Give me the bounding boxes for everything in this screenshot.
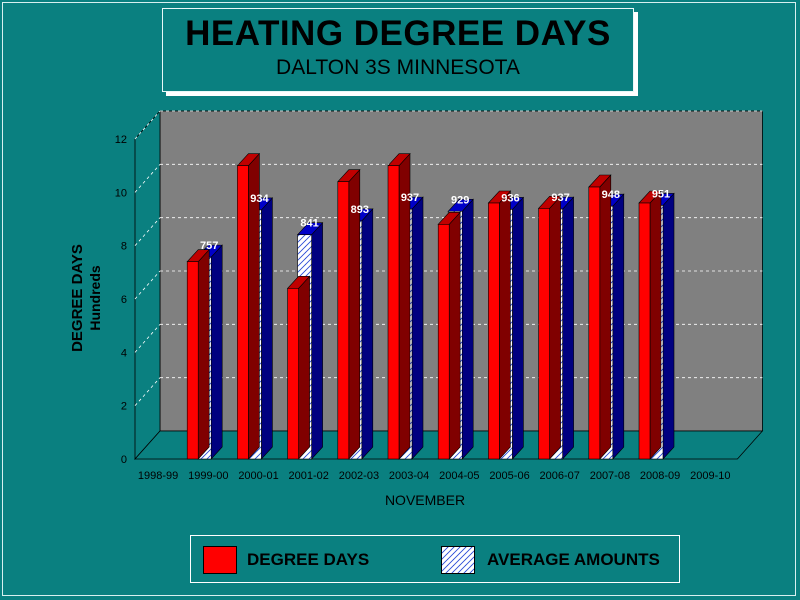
grid-line-side — [134, 270, 161, 300]
bar-degree-days-front — [186, 261, 199, 460]
y-tick-label: 4 — [121, 347, 127, 359]
x-tick-label: 2008-09 — [640, 470, 680, 482]
y-tick-label: 12 — [115, 134, 127, 146]
data-labels: 757 934 841 893 937 929 936 937 948 951 — [200, 188, 670, 252]
chart-subtitle: DALTON 3S MINNESOTA — [276, 56, 520, 79]
bar-degree-days-side — [649, 190, 662, 460]
y-tick-labels: 0 2 4 6 8 10 12 — [115, 134, 127, 466]
bar-degree-days-side — [499, 190, 511, 460]
y-tick-label: 6 — [121, 294, 127, 306]
bar-average-side — [210, 244, 223, 460]
x-tick-labels: 1998-99 1999-00 2000-01 2001-02 2002-03 2003-… — [138, 470, 731, 482]
legend-label-degree-days: DEGREE DAYS — [247, 550, 370, 569]
grid-line-side — [134, 164, 161, 193]
bar-degree-days-front — [237, 165, 249, 460]
x-tick-label: 1999-00 — [188, 470, 228, 482]
legend: DEGREE DAYS AVERAGE AMOUNTS — [190, 535, 680, 583]
bar-degree-days-front — [488, 202, 500, 460]
bar-degree-days — [487, 190, 512, 460]
grid-line-side — [134, 110, 161, 140]
x-tick-label: 2005-06 — [489, 470, 529, 482]
bar-degree-days — [387, 152, 411, 460]
data-label: 937 — [551, 192, 569, 204]
bar-degree-days-front — [337, 181, 350, 460]
x-tick-label: 1998-99 — [138, 470, 178, 482]
x-tick-label: 2001-02 — [289, 470, 329, 482]
data-label: 757 — [200, 240, 218, 252]
bar-degree-days-front — [588, 186, 601, 460]
title-box: HEATING DEGREE DAYS DALTON 3S MINNESOTA — [162, 8, 634, 92]
bars-layer — [186, 152, 675, 460]
bar-average-side — [662, 192, 675, 460]
x-tick-label: 2004-05 — [439, 470, 479, 482]
x-tick-label: 2003-04 — [389, 470, 429, 482]
data-label: 934 — [250, 193, 269, 205]
data-label: 948 — [602, 189, 620, 201]
chart-title: HEATING DEGREE DAYS — [185, 14, 611, 53]
bar-degree-days — [638, 190, 662, 460]
bar-degree-days — [437, 211, 461, 460]
bar-degree-days-side — [599, 174, 612, 460]
x-axis-label: NOVEMBER — [385, 492, 465, 508]
bar-degree-days — [588, 174, 612, 460]
data-label: 936 — [501, 192, 519, 204]
bar-degree-days — [186, 248, 210, 460]
data-label: 929 — [451, 194, 469, 206]
legend-swatch-average-amounts — [441, 546, 475, 574]
data-label: 893 — [351, 204, 369, 216]
bar-degree-days — [286, 275, 311, 460]
bar-average-side — [461, 198, 474, 460]
bar-average-side — [512, 196, 524, 460]
grid-line-side — [134, 217, 161, 246]
bar-degree-days — [236, 152, 261, 460]
y-tick-label: 2 — [121, 401, 127, 413]
data-label: 937 — [401, 192, 419, 204]
y-axis-unit-label: Hundreds — [87, 265, 103, 331]
data-label: 841 — [300, 218, 318, 230]
bar-degree-days — [337, 168, 361, 460]
bar-average-side — [612, 193, 625, 460]
y-tick-label: 10 — [115, 187, 127, 199]
bar-degree-days-side — [197, 248, 210, 460]
y-axis-label: DEGREE DAYS — [69, 244, 86, 352]
x-tick-label: 2000-01 — [238, 470, 278, 482]
bar-degree-days — [537, 195, 562, 460]
y-tick-label: 0 — [121, 454, 127, 466]
bar-average-side — [311, 221, 323, 460]
bar-average-side — [411, 196, 424, 460]
bar-degree-days-front — [287, 288, 299, 460]
bar-average-side — [361, 208, 374, 460]
bar-degree-days-side — [549, 195, 561, 460]
bar-average-side — [261, 197, 273, 460]
bar-degree-days-side — [448, 211, 461, 460]
bar-degree-days-side — [298, 275, 310, 460]
legend-swatch-degree-days — [203, 546, 237, 574]
y-tick-label: 8 — [121, 241, 127, 253]
bar-degree-days-front — [638, 202, 651, 460]
x-tick-label: 2006-07 — [540, 470, 580, 482]
grid-line-side — [134, 377, 161, 406]
data-label: 951 — [652, 188, 670, 200]
x-tick-label: 2002-03 — [339, 470, 379, 482]
x-tick-label: 2007-08 — [590, 470, 630, 482]
bar-degree-days-front — [387, 165, 400, 460]
grid-line-side — [134, 324, 161, 353]
bar-average-side — [562, 196, 574, 460]
legend-label-average-amounts: AVERAGE AMOUNTS — [487, 550, 660, 569]
bar-degree-days-front — [538, 208, 550, 460]
x-tick-label: 2009-10 — [690, 470, 730, 482]
bar-degree-days-front — [437, 224, 450, 460]
